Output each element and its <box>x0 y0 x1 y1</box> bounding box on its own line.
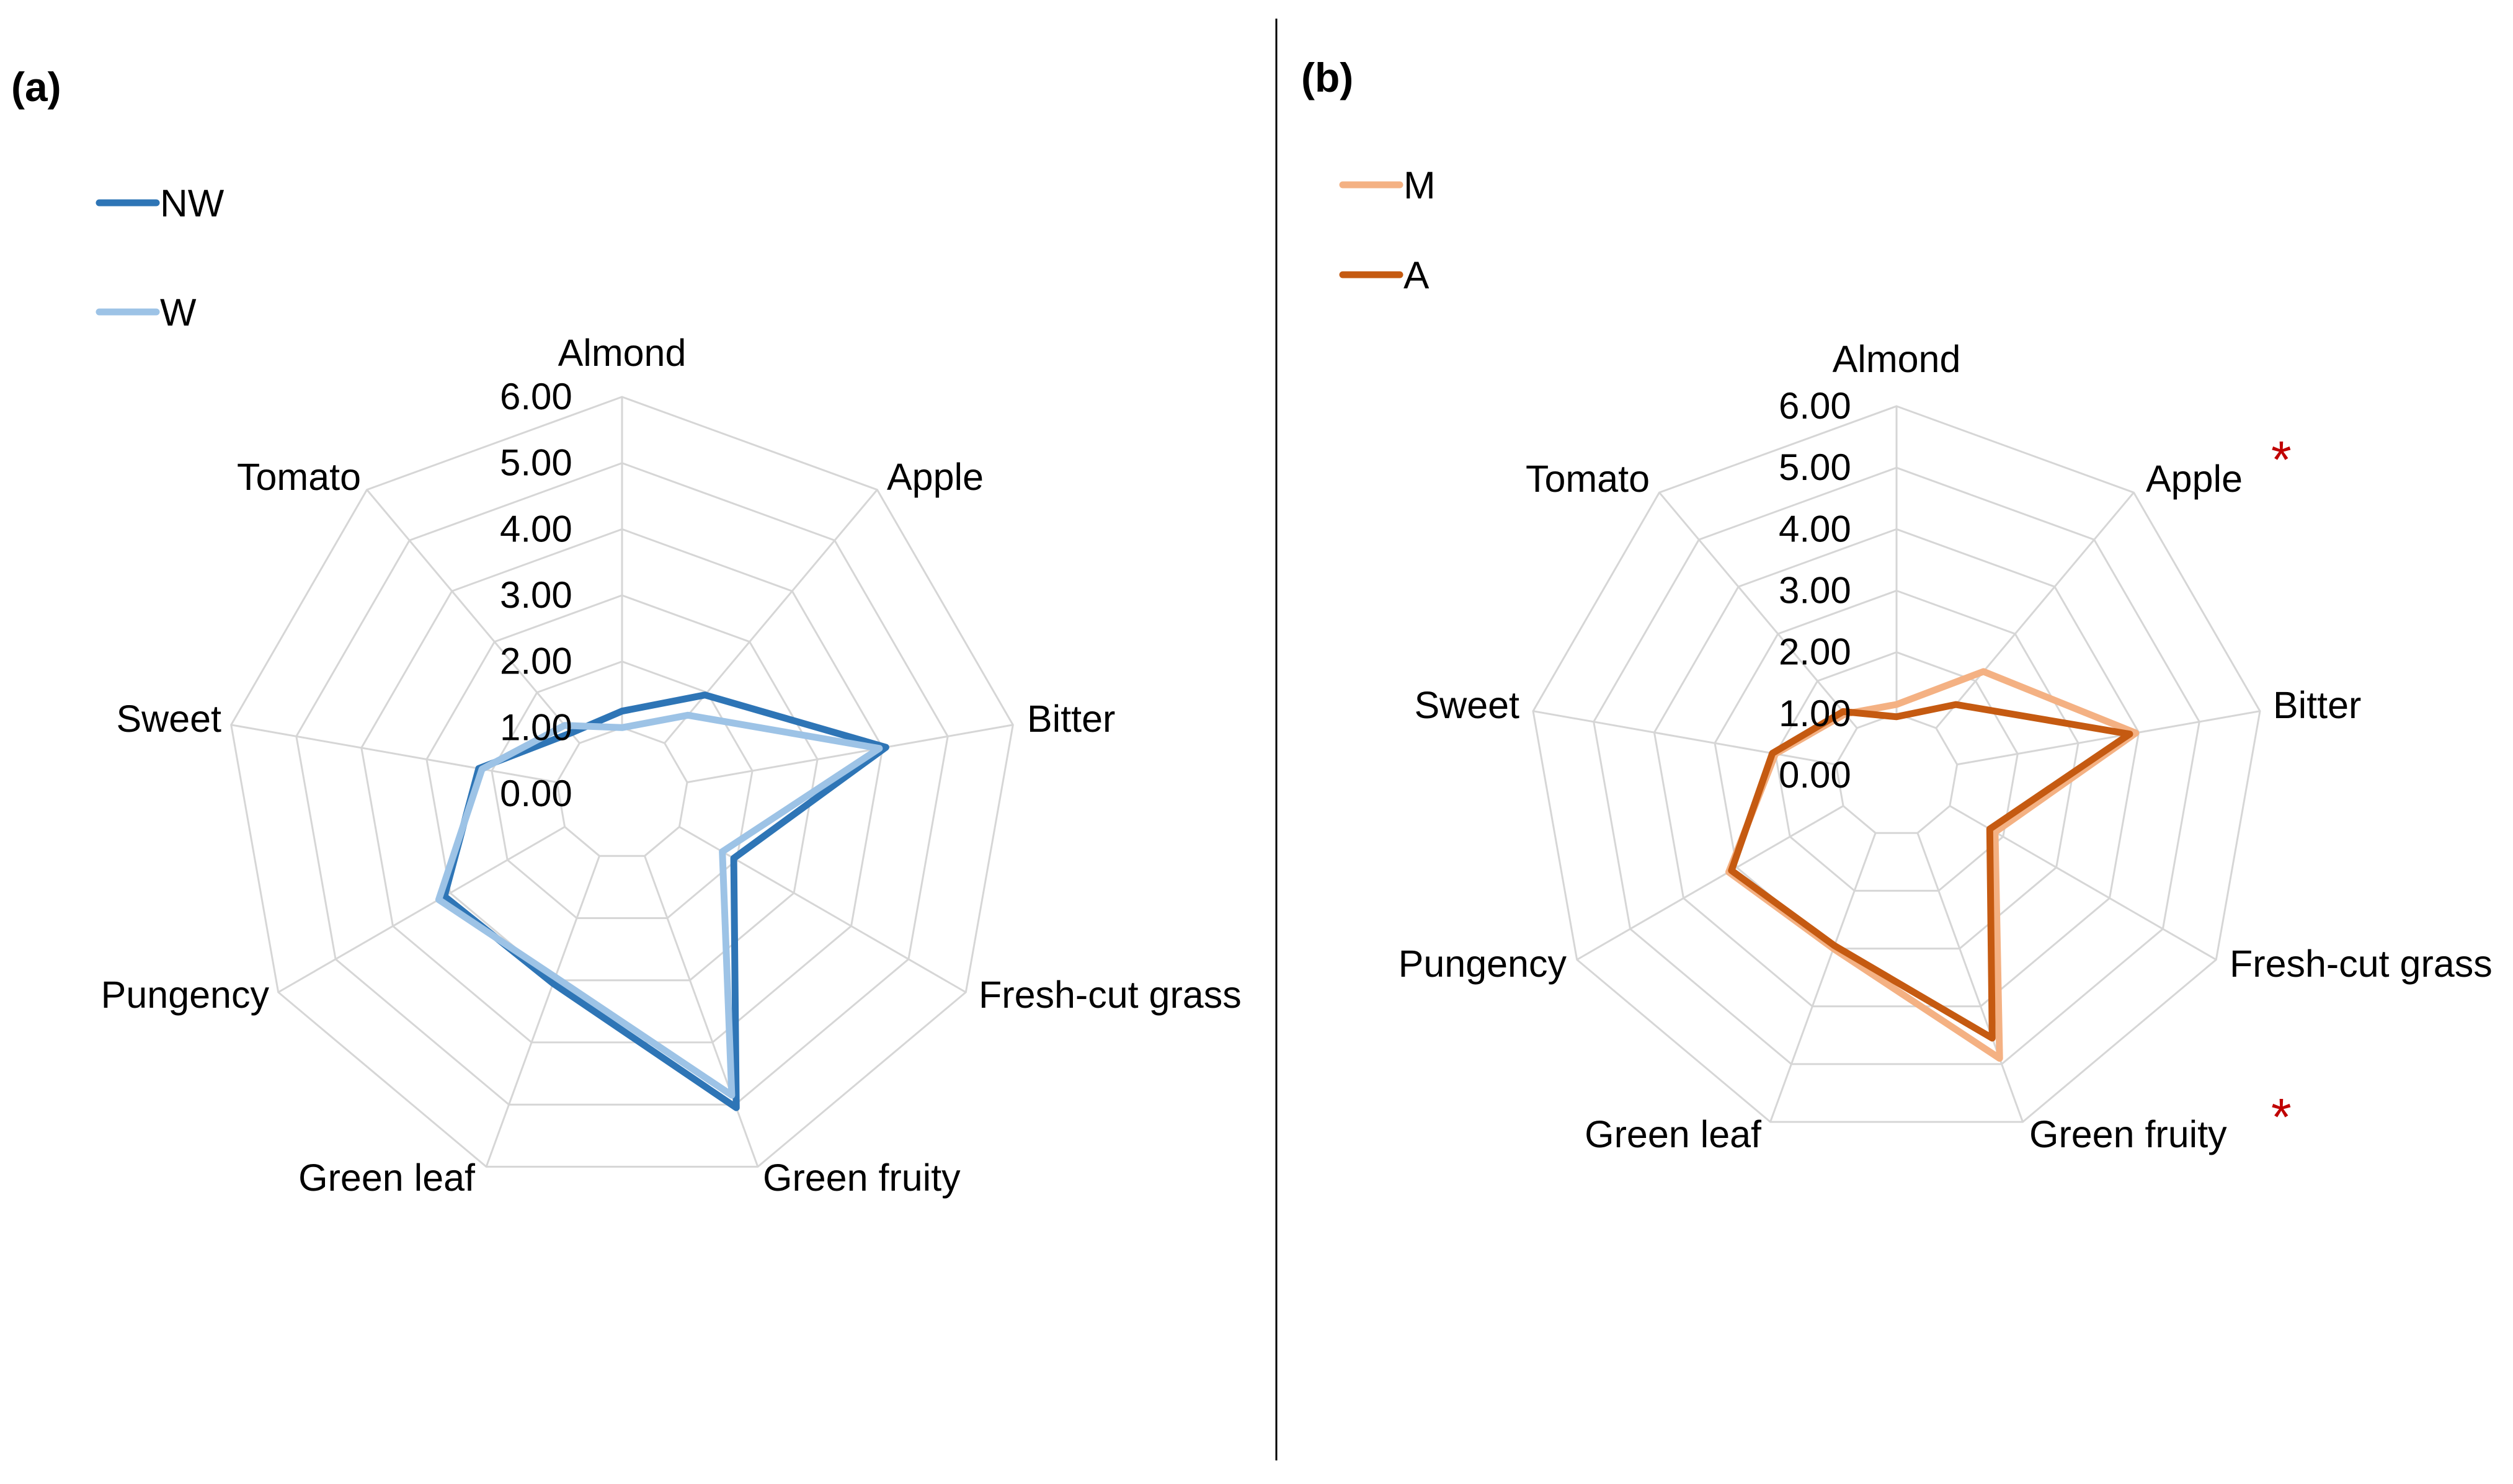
category-label-bitter: Bitter <box>1027 698 1115 740</box>
category-label-fresh-cut-grass: Fresh-cut grass <box>2230 943 2493 985</box>
tick-label: 5.00 <box>1779 447 1851 488</box>
legend-b: MA <box>1339 164 1436 297</box>
grid-ring-3 <box>1714 589 2079 950</box>
spoke-pungency <box>277 826 566 993</box>
grid-ring-1 <box>1835 713 1959 834</box>
spoke-sweet <box>1532 710 1836 766</box>
tick-label: 6.00 <box>500 376 572 417</box>
grid-ring-5 <box>1593 466 2200 1065</box>
grid-ring-2 <box>1774 651 2019 892</box>
tick-label: 0.00 <box>500 773 572 814</box>
spoke-green-fruity <box>1916 832 2024 1122</box>
category-label-sweet: Sweet <box>1414 684 1519 726</box>
tick-label: 2.00 <box>500 641 572 682</box>
series-line-nw <box>441 691 889 1111</box>
radial-ticks-a: 6.00 5.00 4.00 3.00 2.00 1.00 0.00 <box>500 376 572 814</box>
category-label-pungency: Pungency <box>1399 943 1567 985</box>
tick-label: 5.00 <box>500 442 572 484</box>
radar-grid-a <box>230 396 1014 1168</box>
spoke-bitter <box>1957 710 2261 766</box>
series-line-a <box>1728 701 2133 1042</box>
radar-grid-b <box>1532 405 2261 1123</box>
spoke-green-leaf <box>485 855 600 1167</box>
category-label-green-leaf: Green leaf <box>298 1157 476 1199</box>
category-label-almond: Almond <box>1833 338 1961 380</box>
grid-ring-1 <box>556 726 688 857</box>
category-labels-b: Almond Apple Bitter Fresh-cut grass Green fr… <box>1399 338 2493 1155</box>
tick-label: 1.00 <box>500 706 572 748</box>
grid-ring-4 <box>1653 528 2140 1008</box>
category-labels-a: Almond Apple Bitter Fresh-cut grass Green fr… <box>101 332 1242 1199</box>
category-label-fresh-cut-grass: Fresh-cut grass <box>979 974 1242 1016</box>
legend-label-m: M <box>1403 164 1436 207</box>
spoke-green-fruity <box>644 855 759 1167</box>
tick-label: 1.00 <box>1779 693 1851 734</box>
tick-label: 6.00 <box>1779 385 1851 427</box>
category-label-green-leaf: Green leaf <box>1585 1113 1762 1155</box>
tick-label: 4.00 <box>1779 508 1851 549</box>
spoke-pungency <box>1576 805 1844 961</box>
tick-label: 3.00 <box>1779 570 1851 611</box>
spoke-fresh-cut-grass <box>678 826 967 993</box>
tick-label: 3.00 <box>500 574 572 616</box>
category-label-tomato: Tomato <box>237 456 361 498</box>
category-label-sweet: Sweet <box>116 698 221 740</box>
tick-label: 4.00 <box>500 508 572 549</box>
category-label-pungency: Pungency <box>101 974 270 1016</box>
tick-label: 2.00 <box>1779 631 1851 673</box>
legend-label-nw: NW <box>160 182 225 225</box>
category-label-almond: Almond <box>558 332 687 374</box>
grid-ring-3 <box>425 594 819 982</box>
category-label-green-fruity: Green fruity <box>2029 1113 2227 1155</box>
category-label-apple: Apple <box>887 456 984 498</box>
spoke-tomato <box>1658 492 1858 729</box>
grid-ring-6 <box>1532 405 2261 1123</box>
spoke-green-leaf <box>1769 832 1877 1122</box>
radar-series-a <box>435 691 889 1111</box>
grid-ring-2 <box>491 660 754 919</box>
spoke-apple <box>664 489 878 744</box>
category-label-green-fruity: Green fruity <box>763 1157 961 1199</box>
radar-series-b <box>1725 668 2140 1062</box>
spoke-sweet <box>231 724 558 783</box>
spoke-tomato <box>366 489 580 744</box>
radial-ticks-b: 6.00 5.00 4.00 3.00 2.00 1.00 0.00 <box>1779 385 1851 796</box>
significance-marker-green-fruity: * <box>2271 1088 2292 1146</box>
grid-ring-5 <box>295 462 949 1106</box>
spoke-apple <box>1935 492 2135 729</box>
panel-a: (a) 6.005.004.003.002.001.000.00 AlmondA… <box>11 64 1242 1199</box>
legend-label-w: W <box>160 291 197 334</box>
panel-label-b: (b) <box>1301 55 1353 100</box>
category-label-tomato: Tomato <box>1526 458 1650 500</box>
category-label-apple: Apple <box>2146 458 2243 500</box>
series-line-w <box>435 711 883 1099</box>
spoke-bitter <box>687 724 1013 783</box>
legend-a: NW W <box>96 182 225 334</box>
tick-label: 0.00 <box>1779 754 1851 796</box>
significance-marker-apple: * <box>2271 430 2292 489</box>
legend-label-a: A <box>1403 254 1430 297</box>
panel-label-a: (a) <box>11 64 61 110</box>
panel-b: (b) 6.005.004.003.002.001.000.00 AlmondA… <box>1301 55 2493 1155</box>
grid-ring-4 <box>360 528 884 1044</box>
category-label-bitter: Bitter <box>2273 684 2361 726</box>
grid-ring-6 <box>230 396 1014 1168</box>
